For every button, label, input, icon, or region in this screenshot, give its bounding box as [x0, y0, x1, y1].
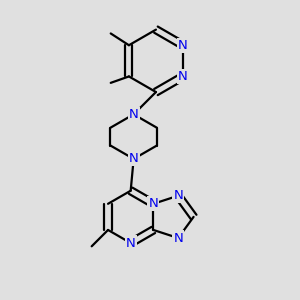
- Text: N: N: [126, 236, 136, 250]
- Text: N: N: [129, 152, 139, 165]
- Text: N: N: [173, 232, 183, 244]
- Text: N: N: [178, 70, 188, 83]
- Text: N: N: [129, 108, 139, 121]
- Text: N: N: [148, 197, 158, 210]
- Text: N: N: [178, 39, 188, 52]
- Text: N: N: [173, 189, 183, 202]
